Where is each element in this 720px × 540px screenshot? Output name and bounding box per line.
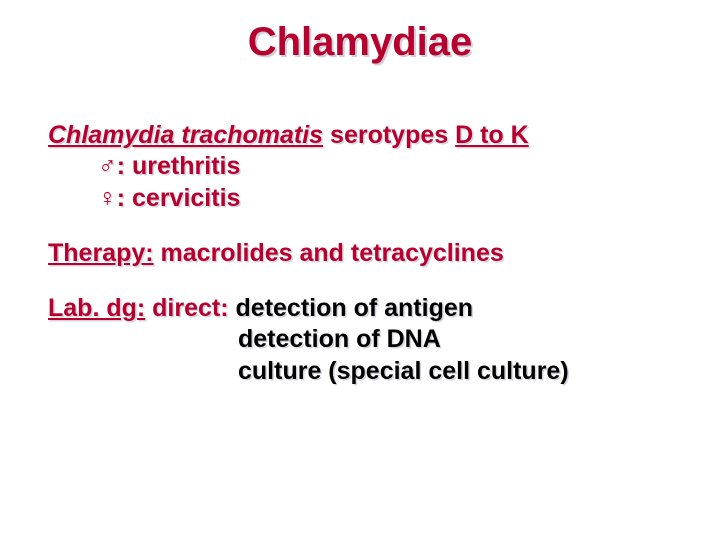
male-line: ♂: urethritis <box>48 151 672 182</box>
lab-detect-3: culture (special cell culture) <box>238 357 569 385</box>
slide: Chlamydiae Chlamydia trachomatis serotyp… <box>0 0 720 540</box>
lab-detect-1: detection of antigen <box>236 294 474 322</box>
female-condition: : cervicitis <box>117 184 241 212</box>
lab-direct-label: direct: <box>145 294 235 322</box>
therapy-line: Therapy: macrolides and tetracyclines <box>48 238 672 269</box>
serotypes-range: D to K <box>455 121 529 149</box>
lab-detect-2: detection of DNA <box>238 325 441 353</box>
lab-label: Lab. dg: <box>48 294 145 322</box>
organism-line: Chlamydia trachomatis serotypes D to K <box>48 120 672 151</box>
male-symbol-icon: ♂ <box>98 152 117 180</box>
spacer <box>48 269 672 293</box>
female-symbol-icon: ♀ <box>98 184 117 212</box>
lab-line-3: culture (special cell culture) <box>48 356 672 387</box>
female-line: ♀: cervicitis <box>48 183 672 214</box>
spacer <box>48 214 672 238</box>
therapy-label: Therapy: <box>48 239 154 267</box>
therapy-text: macrolides and tetracyclines <box>154 239 504 267</box>
lab-line-1: Lab. dg: direct: detection of antigen <box>48 293 672 324</box>
male-condition: : urethritis <box>117 152 241 180</box>
serotypes-word: serotypes <box>323 121 455 149</box>
lab-line-2: detection of DNA <box>48 324 672 355</box>
species-name: Chlamydia trachomatis <box>48 121 323 149</box>
slide-body: Chlamydia trachomatis serotypes D to K ♂… <box>48 120 672 387</box>
slide-title: Chlamydiae <box>0 20 720 65</box>
